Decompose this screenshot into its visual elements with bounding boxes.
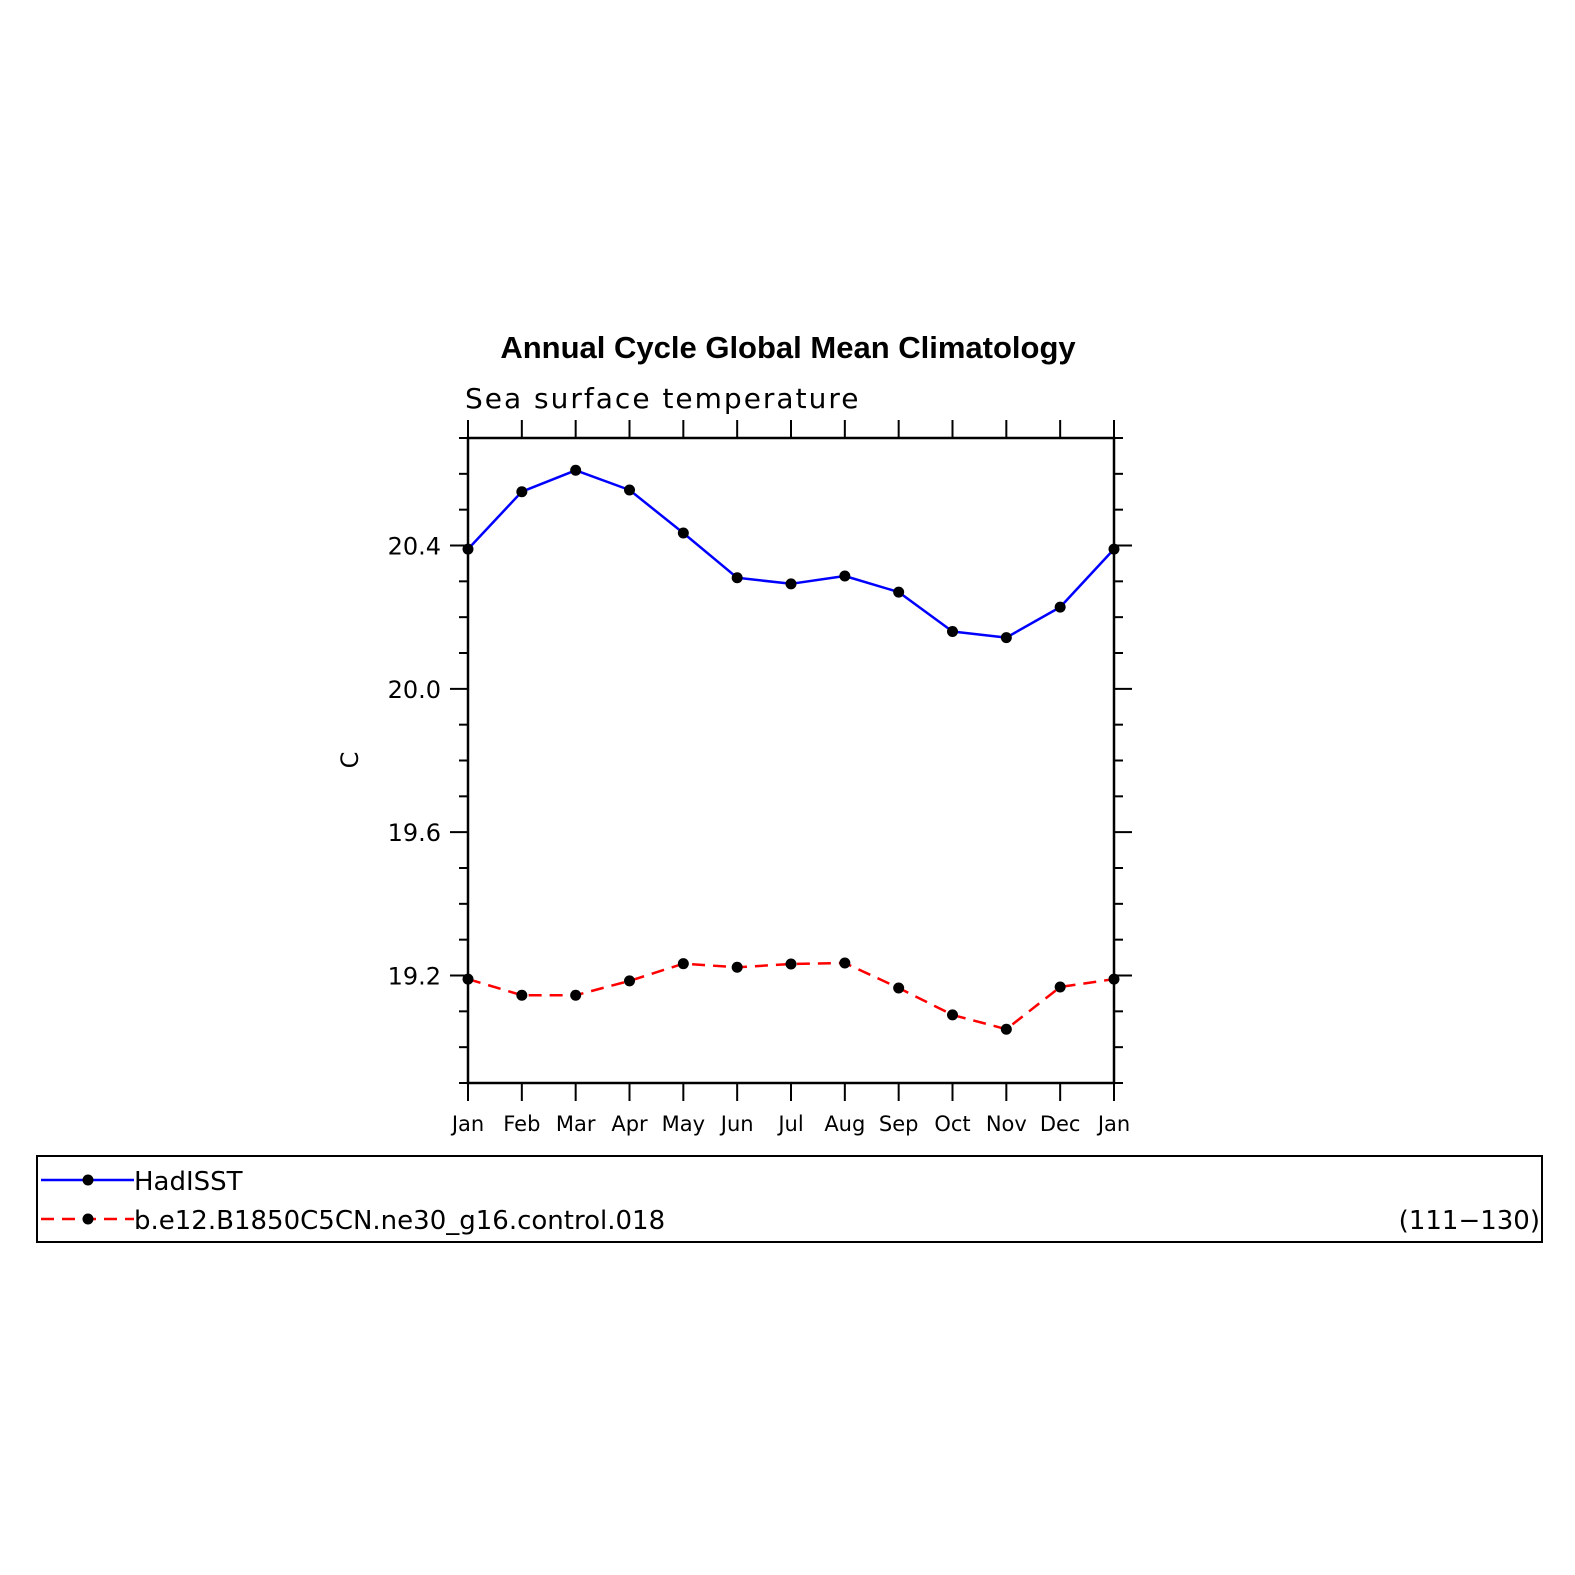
y-tick-label: 20.4 <box>388 533 441 561</box>
series-point-0 <box>516 486 528 498</box>
series-point-1 <box>1000 1023 1012 1035</box>
x-tick-label: Mar <box>556 1112 596 1136</box>
series-point-0 <box>947 626 958 637</box>
series-point-0 <box>893 586 905 598</box>
series-point-1 <box>785 958 797 970</box>
series-point-0 <box>839 570 851 582</box>
legend: HadISST b.e12.B1850C5CN.ne30_g16.control… <box>36 1155 1543 1243</box>
series-layer <box>462 464 1120 1035</box>
series-line-1 <box>467 961 1115 1031</box>
y-axis-label: C <box>336 752 364 769</box>
series-point-1 <box>516 989 528 1001</box>
series-point-1 <box>731 961 743 973</box>
y-axis: 19.2 19.6 20.0 20.4 <box>388 437 1132 1084</box>
x-tick-label: Jul <box>776 1112 803 1136</box>
plot-border <box>466 436 1116 1085</box>
x-tick-label: Apr <box>611 1112 648 1136</box>
series-point-1 <box>1054 981 1066 993</box>
series-point-1 <box>624 975 635 987</box>
x-tick-label: Jan <box>1096 1112 1130 1136</box>
x-tick-label: Dec <box>1040 1112 1081 1136</box>
y-tick-label: 19.2 <box>388 963 441 991</box>
x-tick-label: Aug <box>824 1112 865 1136</box>
series-line-0 <box>467 469 1115 639</box>
x-tick-label: May <box>662 1112 705 1136</box>
legend-label-hadisst: HadISST <box>134 1167 243 1197</box>
x-tick-label: Oct <box>934 1112 970 1136</box>
x-tick-label: Jan <box>450 1112 484 1136</box>
series-point-0 <box>731 572 743 584</box>
x-tick-label: Sep <box>879 1112 919 1136</box>
x-tick-label: Jun <box>719 1112 754 1136</box>
series-point-0 <box>677 527 689 539</box>
series-point-1 <box>893 982 905 994</box>
series-point-0 <box>462 543 474 555</box>
plot-frame <box>466 436 1116 1085</box>
series-point-0 <box>785 578 797 590</box>
series-point-1 <box>839 957 851 969</box>
series-point-0 <box>570 464 582 476</box>
legend-note: (111−130) <box>1399 1206 1540 1236</box>
series-point-0 <box>1054 601 1066 613</box>
series-point-1 <box>462 973 474 985</box>
series-point-1 <box>947 1009 958 1021</box>
series-point-1 <box>677 958 689 970</box>
series-point-1 <box>1108 973 1120 985</box>
x-tick-label: Feb <box>503 1112 540 1136</box>
x-tick-label: Nov <box>986 1112 1027 1136</box>
legend-marker-hadisst <box>82 1174 94 1186</box>
legend-label-control: b.e12.B1850C5CN.ne30_g16.control.018 <box>134 1206 665 1236</box>
x-axis: Jan Feb Mar Apr May Jun Jul Aug Sep Oct Nov Dec Jan <box>450 420 1130 1136</box>
y-tick-label: 20.0 <box>388 676 441 704</box>
legend-box <box>36 1155 1543 1243</box>
series-point-0 <box>1000 632 1012 644</box>
chart-subtitle: Sea surface temperature <box>465 382 860 415</box>
chart-title: Annual Cycle Global Mean Climatology <box>500 330 1076 365</box>
y-tick-label: 19.6 <box>388 819 441 847</box>
series-point-0 <box>1108 543 1120 555</box>
series-point-0 <box>624 484 635 496</box>
legend-marker-control <box>82 1213 94 1225</box>
series-point-1 <box>570 989 582 1001</box>
